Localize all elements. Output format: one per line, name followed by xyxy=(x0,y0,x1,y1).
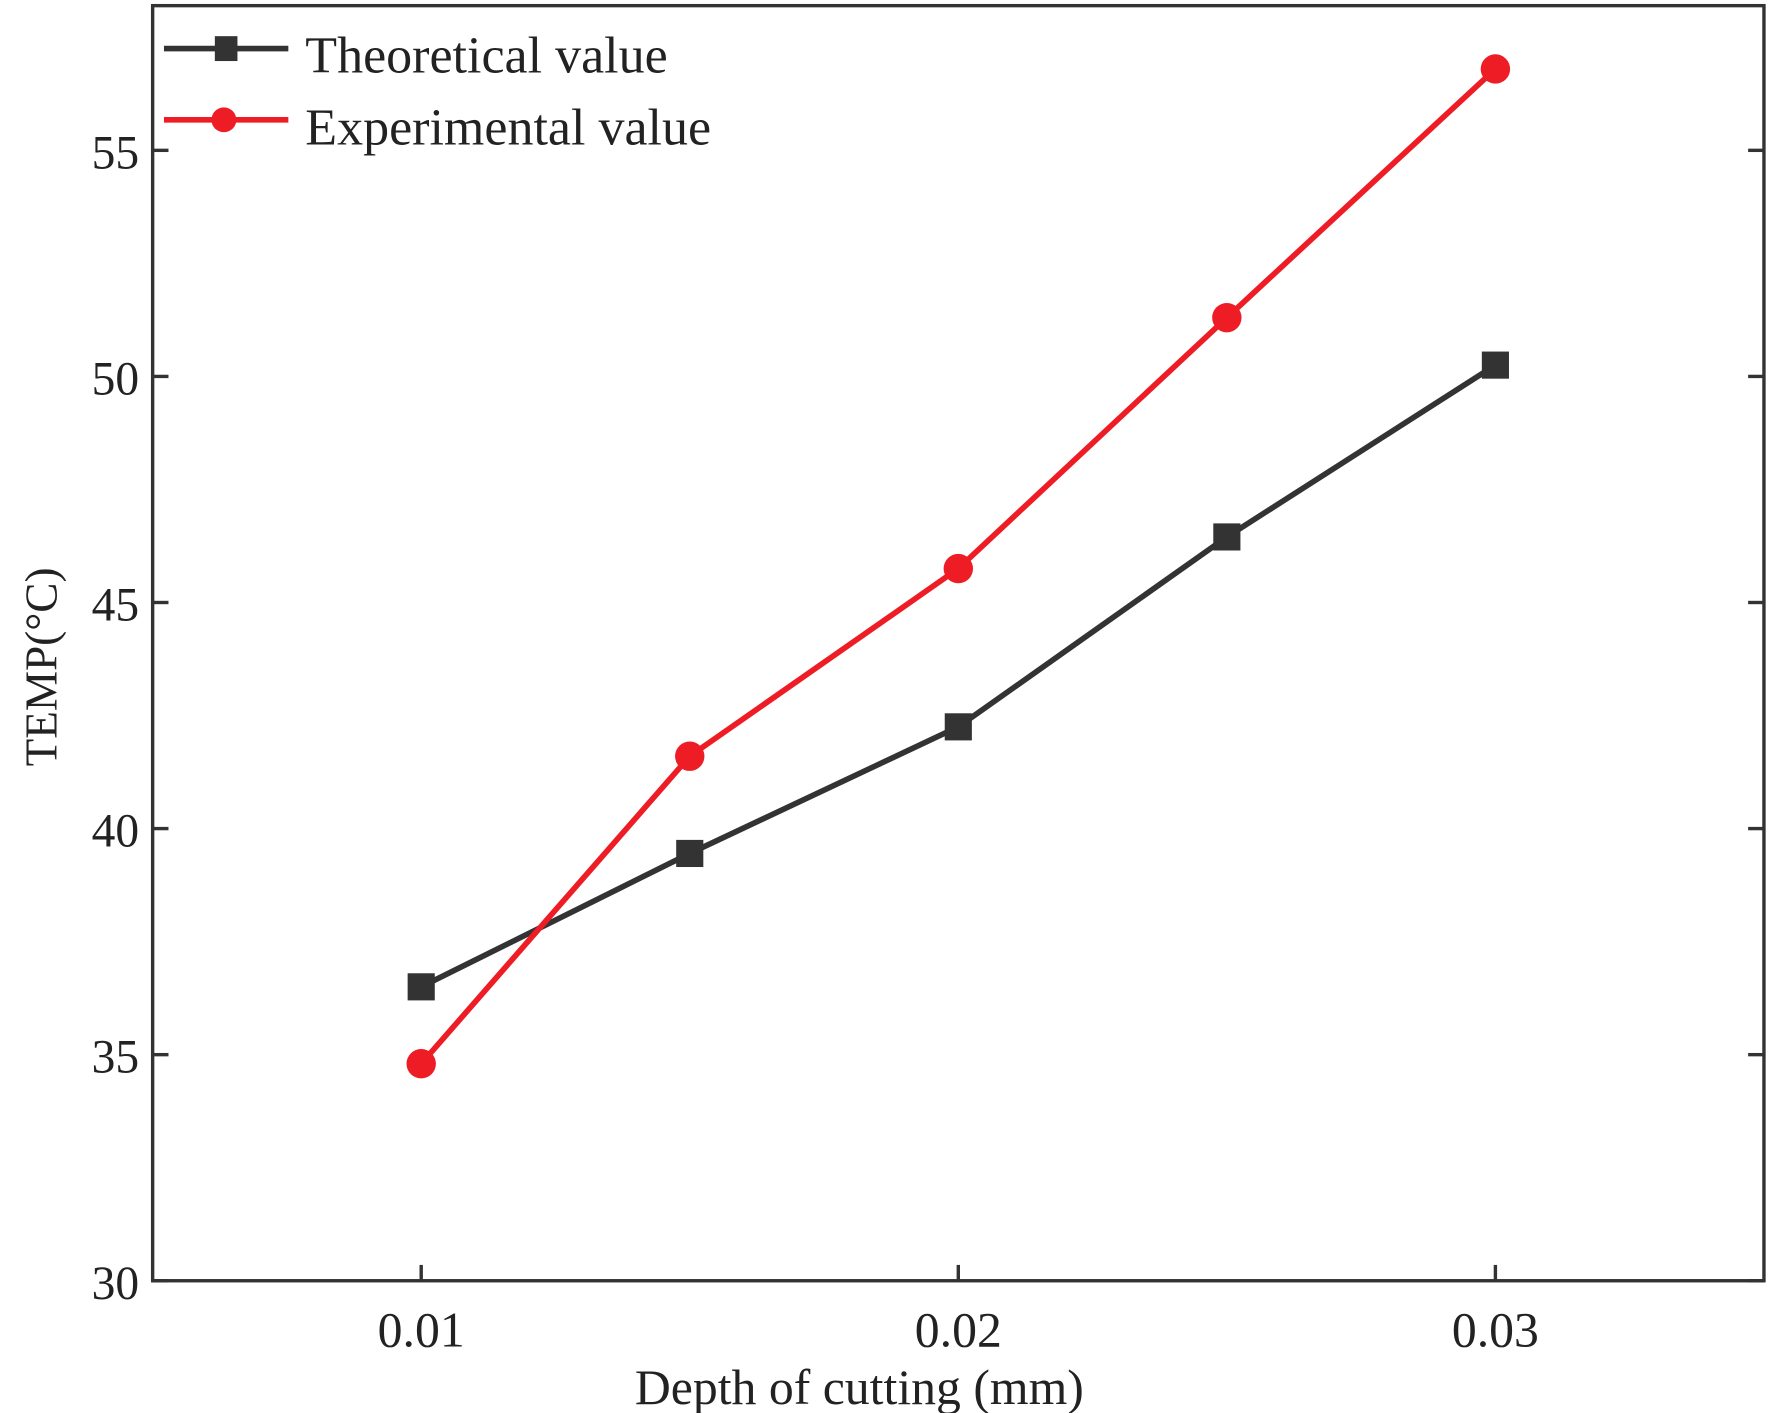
data-point-theoretical xyxy=(676,839,704,868)
y-axis-label: TEMP(°C) xyxy=(17,567,67,766)
y-tick-label: 50 xyxy=(92,354,139,406)
legend-label-theoretical: Theoretical value xyxy=(305,27,667,84)
data-point-theoretical xyxy=(944,713,972,741)
x-axis-label: Depth of cutting (mm) xyxy=(635,1360,1084,1413)
series-line-theoretical xyxy=(419,362,1497,990)
y-tick-label: 30 xyxy=(92,1258,139,1310)
data-point-experimental xyxy=(943,553,974,584)
x-tick-label: 0.03 xyxy=(1452,1302,1539,1357)
data-point-experimental xyxy=(1480,54,1511,84)
x-tick-label: 0.01 xyxy=(378,1302,465,1357)
data-point-experimental xyxy=(675,741,705,771)
legend: Theoretical value Experimental value xyxy=(163,27,711,157)
x-tick-label: 0.02 xyxy=(915,1302,1002,1357)
data-point-theoretical xyxy=(1481,351,1509,379)
legend-marker-theoretical xyxy=(214,36,238,62)
y-tick-label: 45 xyxy=(92,580,139,632)
y-tick-label: 40 xyxy=(92,806,139,858)
data-point-experimental xyxy=(406,1049,436,1079)
legend-marker-experimental xyxy=(211,107,237,133)
legend-label-experimental: Experimental value xyxy=(305,100,711,157)
data-point-experimental xyxy=(1212,302,1242,333)
data-point-theoretical xyxy=(407,973,435,1001)
plot-frame xyxy=(150,3,1766,1283)
y-tick-label: 55 xyxy=(92,127,139,179)
y-tick-label: 35 xyxy=(92,1032,139,1084)
data-point-theoretical xyxy=(1213,523,1241,551)
